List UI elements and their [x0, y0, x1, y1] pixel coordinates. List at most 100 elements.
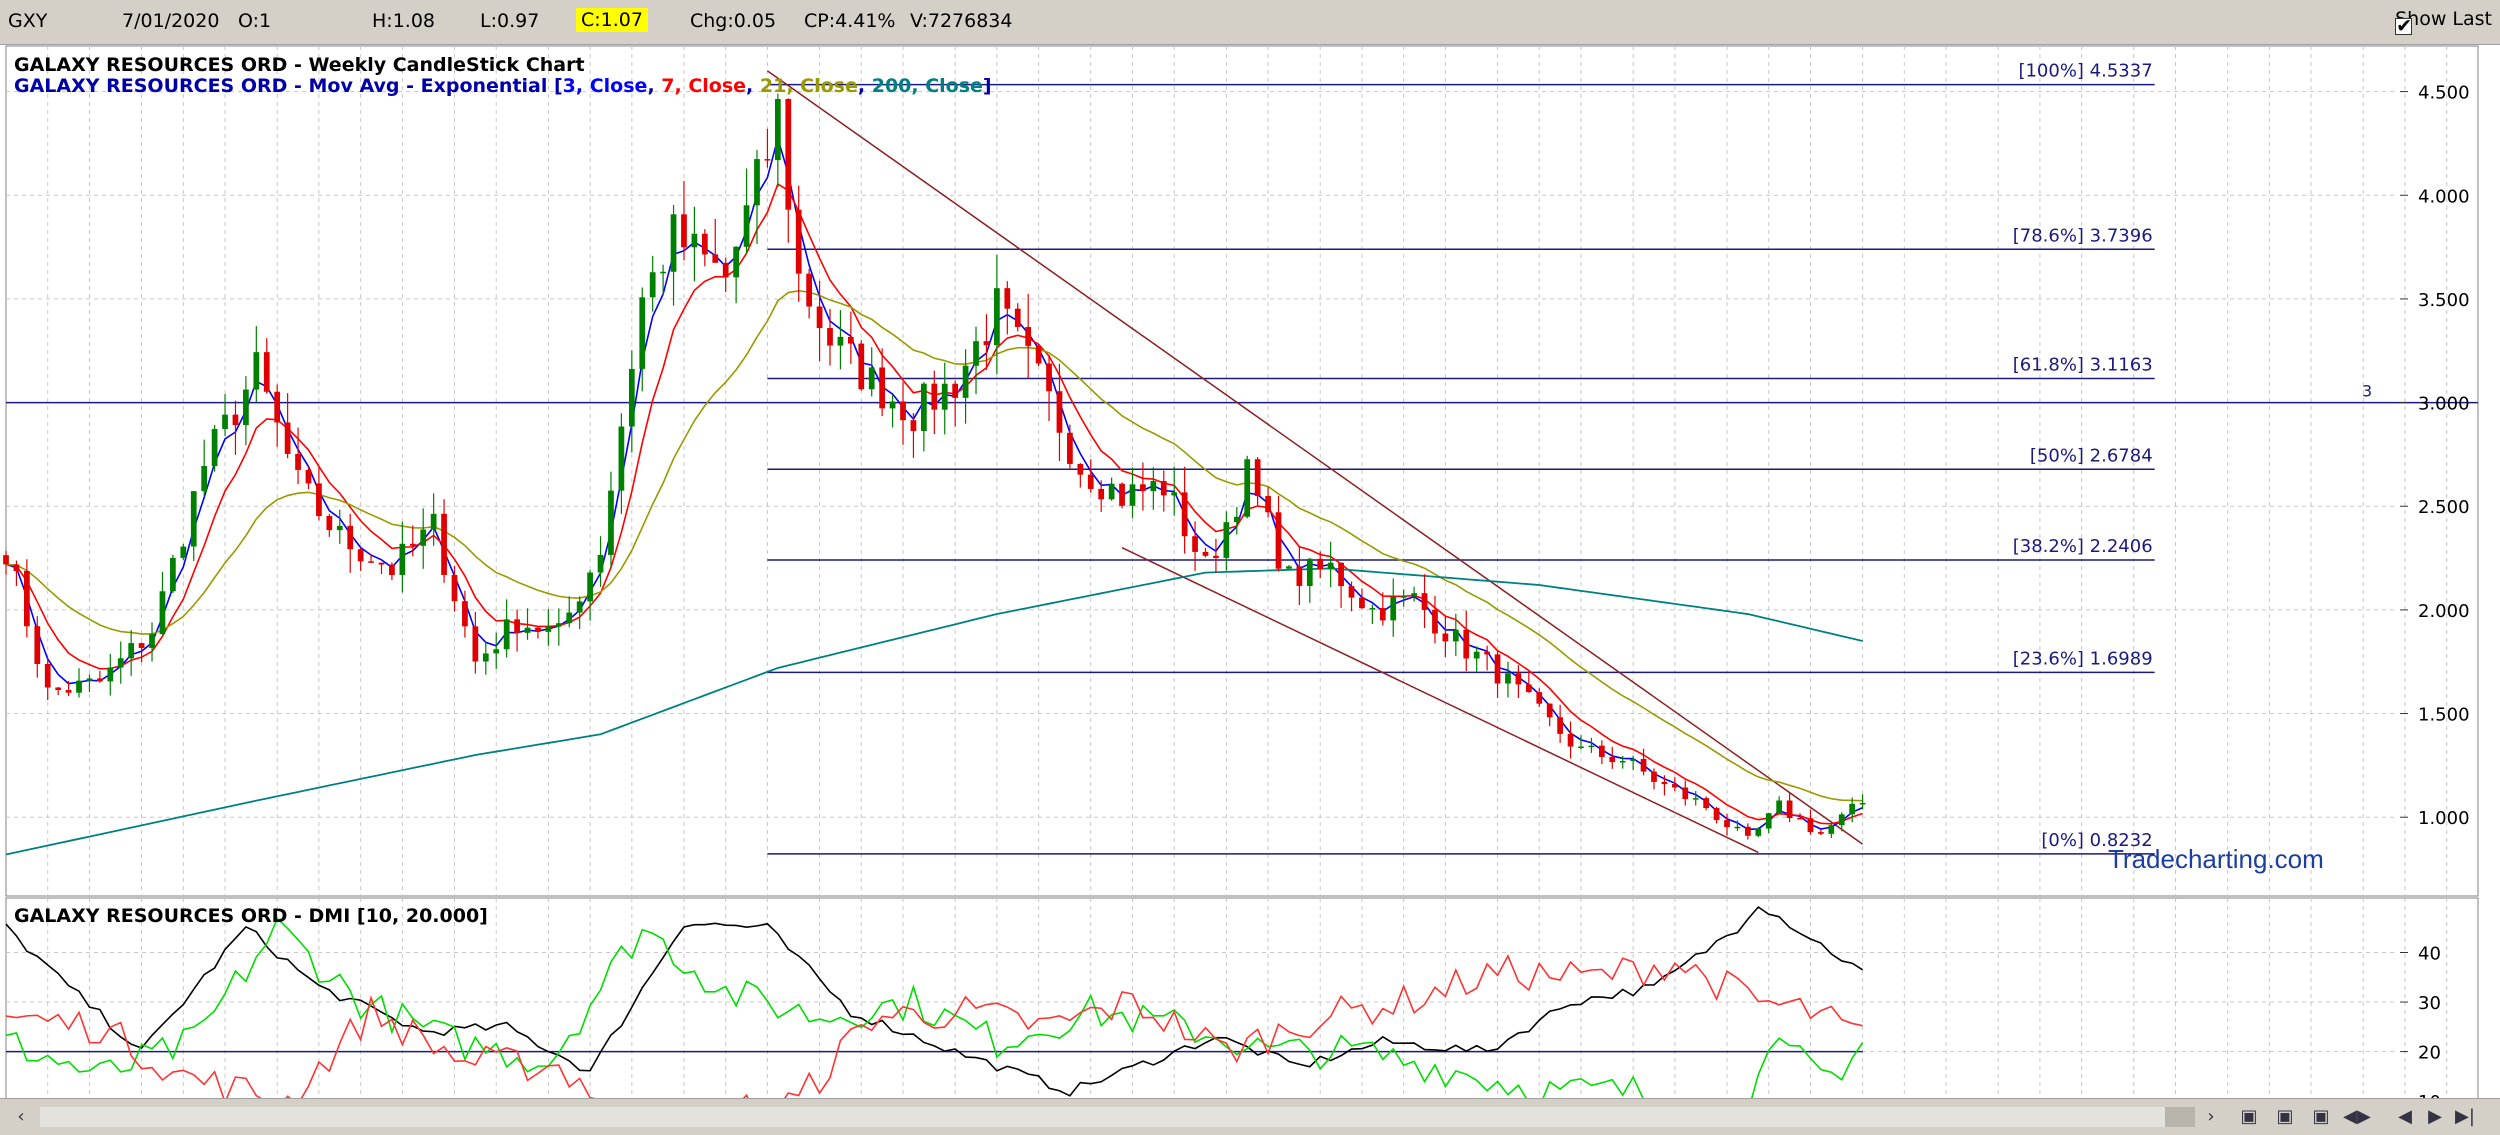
candle-body — [1150, 481, 1157, 492]
candle-body — [962, 365, 969, 398]
last-icon[interactable]: ▶| — [2455, 1106, 2475, 1127]
candle-body — [326, 516, 333, 531]
candle-body — [357, 549, 364, 562]
candle-body — [1014, 308, 1021, 328]
y-tick-label: 20 — [2418, 1043, 2441, 1064]
dmi-panel: 40 30 20 10 GALAXY RESOURCES ORD - DMI [10,… — [5, 897, 2479, 1098]
y-tick-label: 30 — [2418, 993, 2441, 1014]
candle-body — [733, 246, 739, 278]
candle-body — [1087, 474, 1094, 489]
candle-body — [555, 623, 562, 627]
fib-label: [100%] 4.5337 — [2018, 61, 2152, 82]
candle-body — [1369, 608, 1376, 610]
dmi-lines — [5, 905, 1864, 1098]
candle-body — [1818, 832, 1824, 834]
dmi-grid — [6, 898, 2448, 1098]
candle-body — [378, 562, 385, 565]
candle-body — [503, 619, 510, 650]
candle-body — [1838, 814, 1845, 826]
ema-21-line — [5, 290, 1863, 802]
candle-body — [451, 574, 458, 602]
candle-body — [1317, 558, 1324, 569]
candle-body — [701, 233, 708, 255]
zoom-out-icon[interactable]: ▣ — [2276, 1106, 2294, 1127]
candle-body — [295, 453, 301, 470]
candle-body — [1338, 562, 1344, 587]
candle-body — [389, 564, 395, 575]
y-tick-label: 1.000 — [2418, 808, 2470, 829]
candle-body — [827, 328, 833, 346]
candle-body — [1745, 826, 1751, 836]
scroll-track[interactable] — [40, 1107, 2190, 1127]
dmi-series-line — [5, 916, 1864, 1098]
candle-body — [1463, 629, 1470, 659]
candle-body — [399, 543, 406, 575]
candle-body — [409, 543, 416, 546]
candle-body — [722, 262, 729, 278]
trendlines — [766, 70, 1864, 854]
close-value: C:1.07 — [576, 8, 648, 32]
scroll-right-icon[interactable]: › — [2207, 1106, 2215, 1127]
fib-label: [0%] 0.8232 — [2041, 830, 2152, 851]
candle-body — [34, 626, 41, 665]
first-icon[interactable]: ◀▶ — [2343, 1106, 2371, 1127]
candle-body — [1140, 484, 1146, 492]
show-last-toggle[interactable]: ✔ Show Last — [2395, 8, 2492, 36]
candle-body — [138, 643, 145, 648]
candle-body — [1244, 459, 1251, 517]
candle-body — [1661, 781, 1668, 785]
y-tick-label: 10 — [2418, 1092, 2441, 1098]
candle-body — [774, 99, 781, 161]
candle-body — [1609, 756, 1616, 763]
candle-body — [608, 490, 614, 555]
candle-body — [1682, 787, 1689, 800]
scroll-thumb[interactable] — [2165, 1107, 2195, 1127]
candle-body — [670, 214, 677, 272]
candle-body — [23, 571, 30, 627]
candle-body — [1202, 551, 1209, 556]
legend-separator: , — [746, 75, 760, 97]
candle-body — [983, 341, 990, 346]
candle-body — [1859, 802, 1866, 805]
candle-body — [263, 352, 270, 392]
candle-body — [1452, 629, 1459, 642]
candle-body — [910, 420, 917, 432]
candle-body — [1035, 345, 1042, 364]
candle-body — [1755, 828, 1762, 836]
candle-body — [535, 627, 541, 632]
candle-body — [1828, 825, 1835, 834]
low-value: L:0.97 — [480, 10, 540, 32]
chart-area: [100%] 4.5337 [78.6%] 3.7396 [61.8%] 3.116… — [3, 45, 2479, 1098]
candle-body — [1849, 803, 1856, 815]
candle-body — [1077, 463, 1084, 475]
next-icon[interactable]: ▶ — [2428, 1106, 2442, 1127]
zoom-in-icon[interactable]: ▣ — [2312, 1106, 2330, 1127]
candle-body — [107, 667, 114, 682]
scrollbar[interactable]: ‹ › ▣ ▣ ▣ ◀▶ ◀ ▶ ▶| — [0, 1098, 2500, 1135]
candle-body — [524, 627, 531, 633]
candle-body — [462, 601, 468, 627]
candle-body — [545, 626, 552, 632]
candle-body — [190, 491, 197, 547]
candle-body — [316, 483, 322, 517]
dmi-series-line — [5, 954, 1863, 1098]
y-tick-label: 1.500 — [2418, 705, 2470, 726]
scroll-left-icon[interactable]: ‹ — [17, 1106, 25, 1127]
candle-body — [1713, 808, 1720, 821]
candle-body — [1786, 800, 1793, 819]
candle-body — [785, 99, 792, 210]
candle-body — [201, 466, 208, 492]
candle-body — [743, 205, 750, 247]
candle-body — [1192, 536, 1198, 552]
show-last-checkbox[interactable]: ✔ — [2395, 15, 2413, 37]
candle-body — [347, 525, 354, 550]
zoom-icon[interactable]: ▣ — [2240, 1106, 2258, 1127]
candle-body — [336, 525, 343, 531]
y-tick-label: 2.000 — [2418, 601, 2470, 622]
candle-body — [1098, 488, 1105, 500]
volume-value: V:7276834 — [910, 10, 1013, 32]
candle-body — [1411, 593, 1417, 597]
prev-icon[interactable]: ◀ — [2398, 1106, 2412, 1127]
candle-body — [44, 664, 51, 688]
candle-body — [1546, 703, 1553, 718]
